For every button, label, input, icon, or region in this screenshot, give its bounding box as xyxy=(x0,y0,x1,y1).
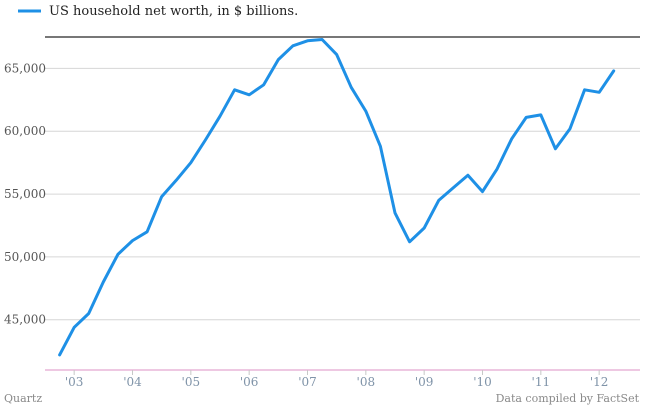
legend-label: US household net worth, in $ billions. xyxy=(49,4,298,19)
x-tick-label: '06 xyxy=(240,375,259,389)
y-axis: 45,000 50,000 55,000 60,000 65,000 xyxy=(4,61,46,326)
y-tick-label: 55,000 xyxy=(4,187,46,201)
legend: US household net worth, in $ billions. xyxy=(18,4,298,19)
y-tick-label: 50,000 xyxy=(4,250,46,264)
brand-label: Quartz xyxy=(4,392,42,405)
x-tick-label: '11 xyxy=(532,375,551,389)
x-tick-label: '04 xyxy=(123,375,142,389)
y-tick-label: 65,000 xyxy=(4,61,46,75)
series-line xyxy=(58,38,616,357)
x-tick-label: '09 xyxy=(415,375,434,389)
x-tick-label: '10 xyxy=(473,375,492,389)
y-grid xyxy=(45,67,640,321)
x-tick-label: '12 xyxy=(590,375,609,389)
x-tick-label: '03 xyxy=(65,375,84,389)
x-axis: '03 '04 '05 '06 '07 '08 '09 '10 '11 '12 xyxy=(65,370,609,389)
y-tick-label: 45,000 xyxy=(4,313,46,327)
x-tick-label: '05 xyxy=(182,375,201,389)
y-tick-label: 60,000 xyxy=(4,124,46,138)
x-tick-label: '07 xyxy=(298,375,317,389)
series-layer xyxy=(58,38,616,357)
x-tick-label: '08 xyxy=(357,375,376,389)
source-label: Data compiled by FactSet xyxy=(496,392,640,405)
